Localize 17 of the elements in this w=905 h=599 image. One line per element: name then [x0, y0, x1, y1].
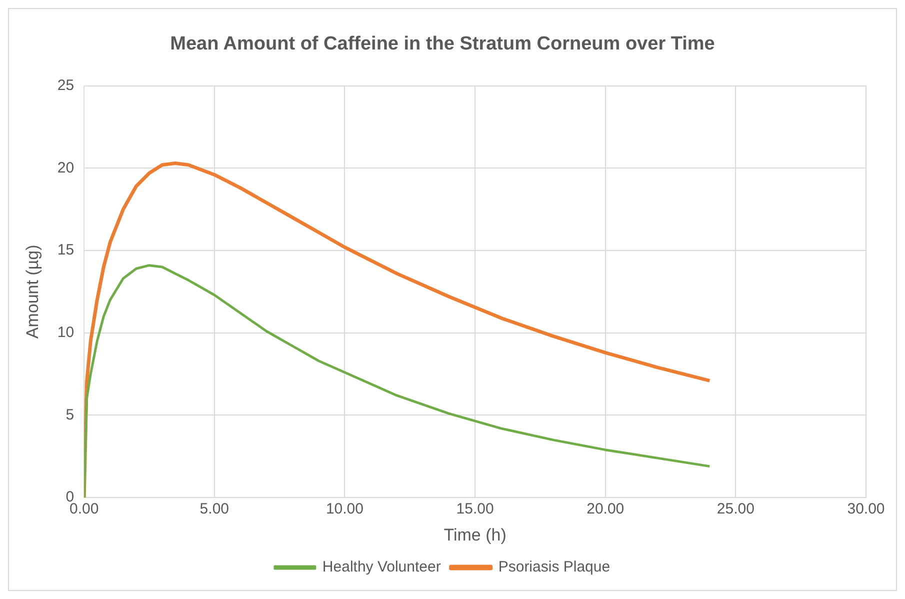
- y-tick-label: 20: [57, 159, 74, 176]
- x-tick-label: 0.00: [69, 500, 99, 518]
- x-tick-label: 30.00: [847, 500, 885, 518]
- x-tick-label: 25.00: [716, 500, 754, 518]
- y-axis-title: Amount (µg): [22, 244, 42, 339]
- x-tick-label: 20.00: [586, 500, 624, 518]
- y-tick-label: 10: [57, 324, 74, 342]
- y-tick-label: 5: [66, 406, 74, 424]
- x-axis-title: Time (h): [444, 525, 506, 544]
- x-tick-label: 10.00: [326, 500, 364, 518]
- legend-label: Healthy Volunteer: [322, 558, 441, 576]
- legend-label: Psoriasis Plaque: [498, 558, 610, 576]
- x-tick-label: 5.00: [200, 500, 230, 518]
- y-tick-label: 15: [57, 242, 74, 259]
- y-tick-label: 25: [57, 76, 74, 94]
- chart-title: Mean Amount of Caffeine in the Stratum Corneum over Time: [170, 34, 715, 55]
- x-tick-label: 15.00: [456, 500, 494, 518]
